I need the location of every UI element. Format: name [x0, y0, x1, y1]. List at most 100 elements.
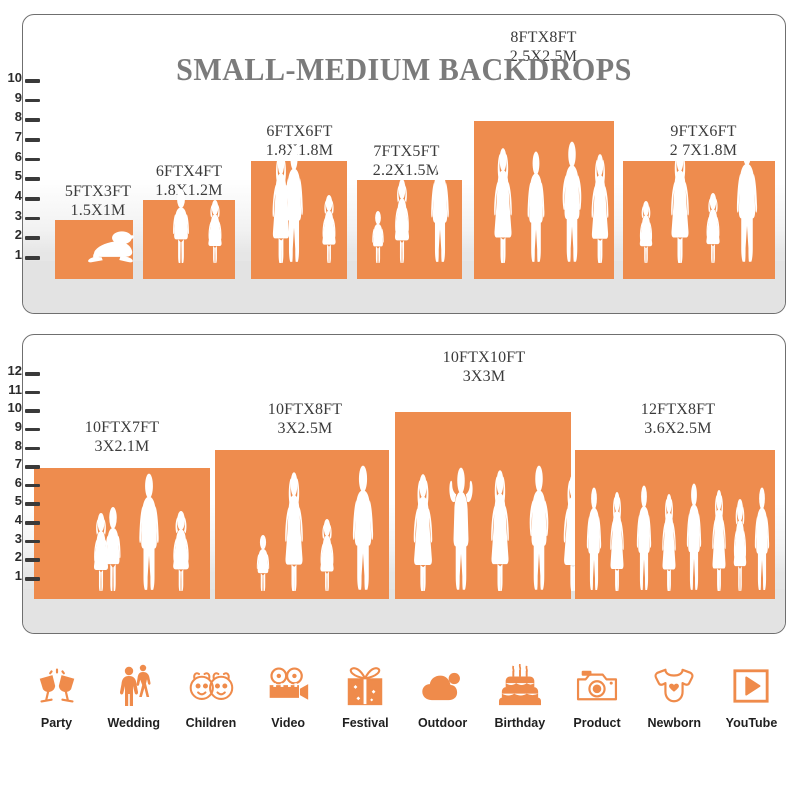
person-silhouette — [550, 141, 594, 263]
use-case-item-birthday[interactable]: Birthday — [481, 660, 558, 730]
bar-size-meters: 3.6X2.5M — [644, 419, 712, 437]
y-axis-tick-label: 1 — [14, 247, 22, 262]
y-axis-tick-mark — [25, 157, 40, 162]
people-silhouette-group — [251, 15, 347, 263]
y-axis-tick-label: 11 — [8, 381, 22, 397]
person-silhouette — [273, 471, 315, 591]
use-case-item-product[interactable]: Product — [559, 660, 636, 730]
person-silhouette — [725, 499, 755, 591]
bar-size-label: 12FTX8FT 3.6X2.5M — [583, 401, 773, 439]
use-case-label: Festival — [342, 716, 389, 730]
y-axis-tick-mark — [25, 446, 40, 451]
person-silhouette — [517, 465, 561, 591]
people-silhouette-group — [575, 335, 775, 591]
y-axis-tick-mark — [25, 79, 40, 83]
y-axis-tick-label: 2 — [14, 227, 22, 243]
play-button-icon — [731, 660, 771, 712]
bar-size-label: 10FTX7FT 3X2.1M — [27, 419, 217, 457]
bar-size-feet: 10FTX10FT — [442, 349, 526, 366]
person-silhouette — [697, 193, 729, 263]
y-axis-tick-mark — [25, 256, 40, 260]
bottom-chart-plot: 10FTX7FT 3X2.1M — [23, 335, 785, 633]
birthday-cake-icon — [498, 660, 541, 712]
y-axis-tick-mark — [25, 372, 40, 376]
person-silhouette — [631, 201, 661, 263]
y-axis-tick-label: 5 — [14, 168, 22, 184]
people-silhouette-group — [143, 15, 235, 263]
bar-size-meters: 3X2.1M — [94, 437, 150, 455]
y-axis-tick-mark — [25, 98, 40, 103]
bar-size-feet: 10FTX7FT — [84, 419, 160, 436]
bar-size-meters: 2.5X2.5M — [509, 47, 578, 65]
y-axis-tick-label: 9 — [14, 418, 22, 434]
y-axis-tick-label: 8 — [14, 109, 22, 125]
y-axis-tick-mark — [25, 521, 40, 525]
person-silhouette — [401, 473, 445, 591]
bar-size-feet: 7FTX5FT — [373, 143, 440, 160]
bar-size-feet: 12FTX8FT — [640, 401, 716, 418]
y-axis-tick-mark — [25, 409, 40, 413]
person-silhouette — [745, 487, 779, 591]
person-silhouette — [85, 229, 137, 263]
person-silhouette — [313, 195, 345, 263]
person-silhouette — [627, 485, 661, 591]
person-silhouette — [339, 465, 387, 591]
y-axis-tick-mark — [25, 577, 40, 581]
use-case-item-children[interactable]: Children — [172, 660, 249, 730]
y-axis-tick-label: 3 — [14, 207, 22, 223]
y-axis-tick-mark — [25, 558, 40, 562]
gift-box-icon — [345, 660, 385, 712]
bar-size-label: 6FTX4FT 1.8X1.2M — [104, 163, 274, 201]
y-axis-tick-label: 6 — [14, 148, 22, 164]
use-case-label: Outdoor — [417, 716, 468, 730]
person-silhouette — [659, 147, 701, 263]
y-axis-tick-label: 10 — [7, 70, 22, 85]
y-axis-tick-mark — [25, 236, 40, 240]
page-title: SMALL-MEDIUM BACKDROPS — [176, 51, 632, 87]
use-case-item-video[interactable]: Video — [250, 660, 327, 730]
y-axis-top: 10 9 8 7 6 5 4 3 2 1 — [0, 14, 40, 314]
person-silhouette — [653, 493, 685, 591]
y-axis-tick-mark — [25, 118, 40, 122]
top-chart-plot: 5FTX3FT 1.5X1M 6FTX4FT 1.8X1.2M 6F — [23, 15, 785, 313]
person-silhouette — [385, 179, 419, 263]
person-silhouette — [273, 145, 315, 263]
bar-size-label: 9FTX6FT 2.7X1.8M — [616, 123, 785, 161]
use-case-item-youtube[interactable]: YouTube — [713, 660, 790, 730]
y-axis-tick-label: 4 — [14, 188, 22, 203]
y-axis-tick-mark — [25, 539, 40, 544]
person-silhouette — [199, 200, 231, 263]
baby-onesie-icon — [653, 660, 695, 712]
bar-size-meters: 2.2X1.5M — [372, 161, 441, 179]
bar-size-feet: 8FTX8FT — [510, 29, 577, 46]
person-silhouette — [516, 151, 556, 263]
bar-size-label: 10FTX10FT 3X3M — [389, 349, 579, 387]
people-silhouette-group — [55, 15, 134, 263]
top-chart-panel: 5FTX3FT 1.5X1M 6FTX4FT 1.8X1.2M 6F — [22, 14, 786, 314]
y-axis-tick-label: 10 — [7, 400, 22, 416]
person-silhouette — [479, 469, 521, 591]
use-case-label: Wedding — [107, 716, 160, 730]
use-case-item-outdoor[interactable]: Outdoor — [404, 660, 481, 730]
use-case-item-festival[interactable]: Festival — [327, 660, 404, 730]
y-axis-tick-label: 2 — [14, 549, 22, 565]
movie-camera-icon — [266, 660, 310, 712]
y-axis-tick-mark — [25, 177, 40, 181]
people-silhouette-group — [474, 15, 614, 263]
use-case-item-newborn[interactable]: Newborn — [636, 660, 713, 730]
person-silhouette — [482, 147, 524, 263]
person-silhouette — [126, 473, 172, 591]
y-axis-tick-mark — [25, 427, 40, 432]
bar-size-label: 8FTX8FT 2.5X2.5M — [456, 29, 631, 67]
use-case-item-wedding[interactable]: Wedding — [95, 660, 172, 730]
y-axis-tick-label: 4 — [14, 512, 22, 528]
bar-size-meters: 3X3M — [462, 367, 506, 385]
people-silhouette-group — [357, 15, 462, 263]
person-silhouette — [311, 519, 343, 591]
use-case-item-party[interactable]: Party — [18, 660, 95, 730]
use-case-label: Newborn — [647, 716, 701, 730]
use-case-label: Product — [573, 716, 621, 730]
use-case-label: Video — [271, 716, 306, 730]
person-silhouette — [703, 489, 735, 591]
y-axis-tick-mark — [25, 483, 40, 488]
